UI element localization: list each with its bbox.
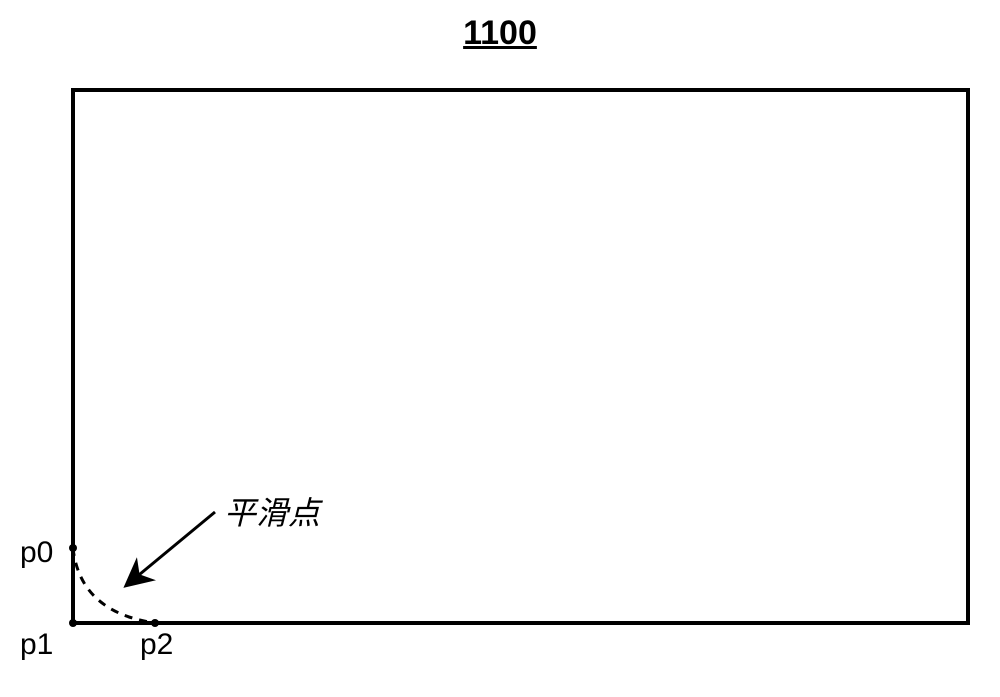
- annotation-label: 平滑点: [224, 488, 320, 534]
- point-p0: [69, 544, 77, 552]
- point-p1: [69, 619, 77, 627]
- annotation-arrow: [128, 512, 215, 584]
- diagram-svg: [0, 0, 1000, 697]
- label-p2: p2: [140, 628, 173, 662]
- main-rect: [73, 90, 968, 623]
- label-p0: p0: [20, 536, 53, 570]
- smoothing-curve: [73, 548, 155, 623]
- label-p1: p1: [20, 628, 53, 662]
- point-p2: [151, 619, 159, 627]
